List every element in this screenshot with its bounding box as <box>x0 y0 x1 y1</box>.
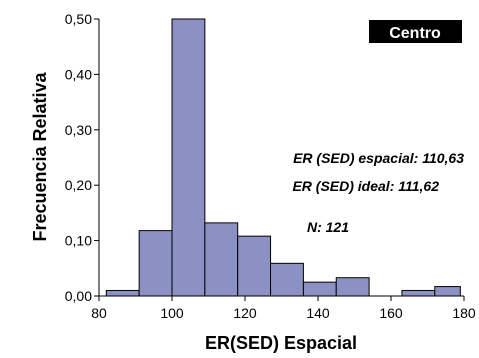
y-tick-label: 0,50 <box>65 11 92 27</box>
y-tick-label: 0,10 <box>65 233 92 249</box>
histogram-bar-2 <box>138 230 173 297</box>
histogram-bar-1 <box>105 289 140 297</box>
histogram-bar-11 <box>434 286 461 297</box>
histogram-bar-8 <box>335 277 370 297</box>
bars-group <box>105 18 461 297</box>
annotation-n: N: 121 <box>307 219 349 235</box>
y-tick-label: 0,40 <box>65 66 92 82</box>
centro-badge-label: Centro <box>389 25 441 42</box>
x-tick-label: 180 <box>452 305 476 321</box>
histogram-bar-5 <box>237 235 272 297</box>
histogram-bar-3 <box>171 18 206 297</box>
annotation-er-espacial: ER (SED) espacial: 110,63 <box>293 150 464 166</box>
y-tick-label: 0,30 <box>65 122 92 138</box>
y-tick-label: 0,00 <box>65 288 92 304</box>
x-tick-label: 100 <box>160 305 184 321</box>
histogram-bar-6 <box>270 262 304 297</box>
histogram-bar-10 <box>401 289 436 297</box>
histogram-bar-4 <box>204 222 239 297</box>
centro-badge <box>369 20 462 43</box>
histogram-bar-7 <box>302 281 337 297</box>
y-ticks: 0,00 0,10 0,20 0,30 0,40 0,50 <box>65 11 99 304</box>
x-tick-label: 80 <box>91 305 107 321</box>
y-tick-label: 0,20 <box>65 177 92 193</box>
x-tick-label: 140 <box>306 305 330 321</box>
x-tick-label: 160 <box>379 305 403 321</box>
x-tick-label: 120 <box>233 305 257 321</box>
annotation-er-ideal: ER (SED) ideal: 111,62 <box>292 178 439 194</box>
x-ticks: 80 100 120 140 160 180 <box>91 296 476 321</box>
x-axis-title: ER(SED) Espacial <box>205 333 357 353</box>
y-axis-title: Frecuencia Relativa <box>30 71 50 241</box>
